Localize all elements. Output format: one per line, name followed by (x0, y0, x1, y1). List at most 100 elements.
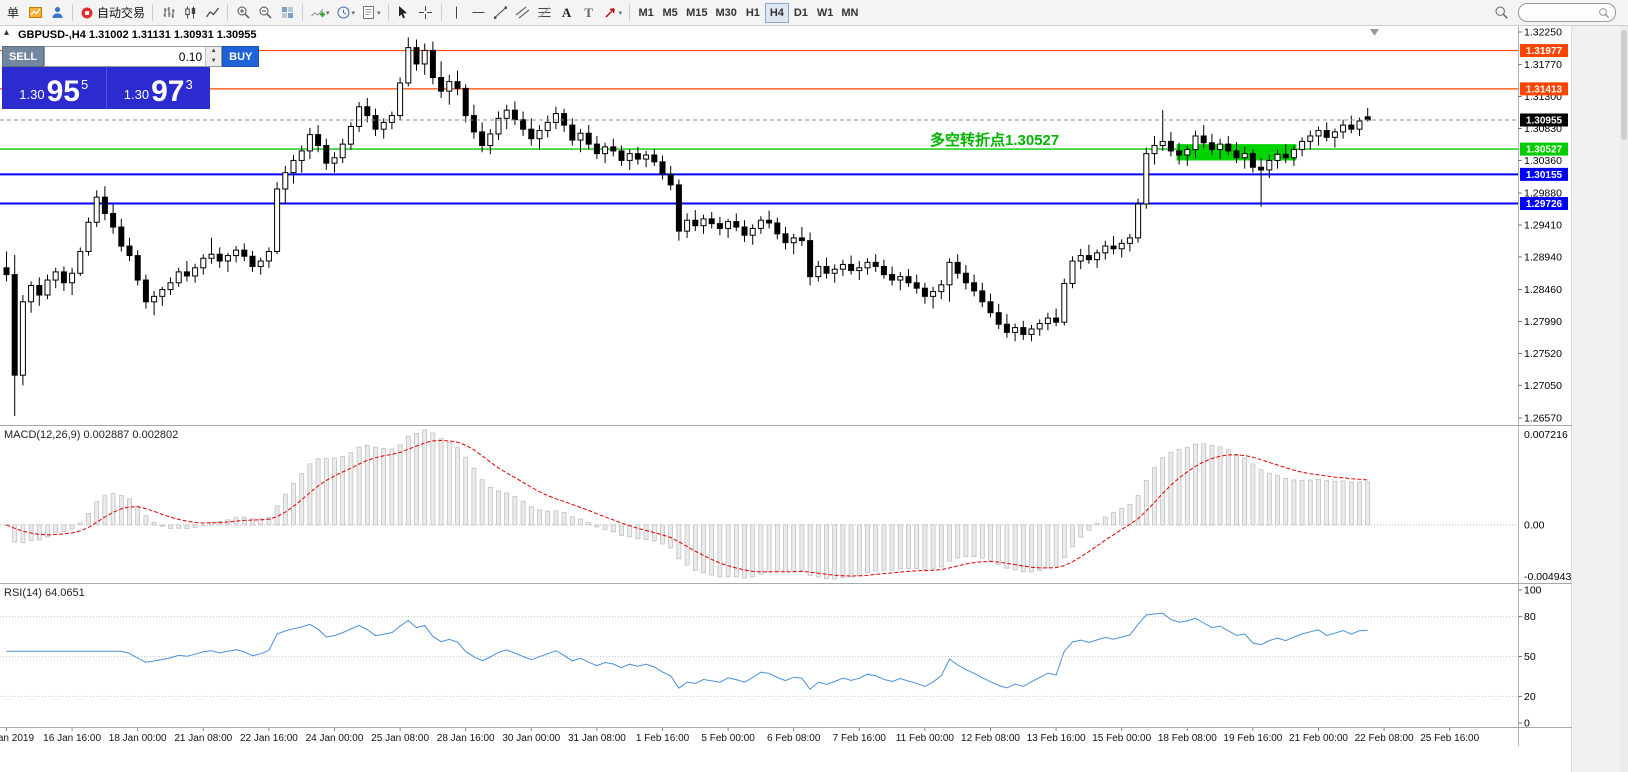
sell-button[interactable]: SELL (2, 46, 45, 67)
search-pill (1518, 3, 1616, 22)
crosshair-button[interactable] (415, 2, 437, 24)
svg-text:MACD(12,26,9) 0.002887 0.00280: MACD(12,26,9) 0.002887 0.002802 (4, 429, 178, 441)
one-click-prices: 1.30 95 5 1.30 97 3 (2, 67, 210, 109)
line-chart-mode-button[interactable] (201, 2, 223, 24)
fibonacci-tool-button[interactable] (534, 2, 556, 24)
autotrading-button[interactable]: 自动交易 (77, 2, 148, 24)
line-chart-icon (205, 7, 219, 18)
buy-price[interactable]: 1.30 97 3 (107, 67, 211, 109)
price-axis[interactable]: 1.322501.317701.313001.308301.303601.298… (1518, 27, 1568, 425)
periods-button[interactable]: ▾ (333, 2, 359, 24)
macd-panel[interactable]: 0.007216 0.00 -0.004943 (0, 429, 1571, 583)
volume-increase-button[interactable]: ▲ (206, 47, 222, 57)
new-order-button[interactable]: 单 (2, 2, 24, 24)
search-icon (1599, 7, 1609, 18)
label-tool-label: T (584, 4, 593, 20)
buy-button[interactable]: BUY (222, 46, 260, 67)
zoom-in-button[interactable] (232, 2, 254, 24)
svg-text:1.30360: 1.30360 (1524, 155, 1562, 167)
rsi-panel[interactable]: 100 80 50 20 0 (0, 585, 1542, 730)
search-button[interactable] (1490, 2, 1512, 24)
svg-text:22 Jan 16:00: 22 Jan 16:00 (240, 733, 298, 744)
tile-windows-button[interactable] (276, 2, 298, 24)
arrows-tool-button[interactable]: ▾ (600, 2, 626, 24)
toolbar-separator (440, 4, 442, 21)
svg-text:1.30527: 1.30527 (1526, 145, 1563, 156)
arrow-tool-icon (605, 8, 615, 18)
bar-chart-mode-button[interactable] (157, 2, 179, 24)
price-badge-1.30155 (1520, 167, 1568, 181)
candlestick-mode-button[interactable] (179, 2, 201, 24)
indicators-plus-icon (311, 9, 326, 17)
indicators-button[interactable]: ▾ (307, 2, 333, 24)
profiles-button[interactable] (46, 2, 68, 24)
sell-price-whole: 1.30 (19, 87, 45, 102)
timeframe-h1-button[interactable]: H1 (741, 3, 765, 23)
pivot-annotation-text: 多空转折点1.30527 (930, 131, 1059, 149)
trendline-tool-button[interactable] (490, 2, 512, 24)
chart-area: 多空转折点1.30527 1.32250 1.31770 1.31300 1.30830… (0, 26, 1628, 772)
chart-canvas[interactable]: 多空转折点1.30527 1.322501.317701.313001.30830… (0, 26, 1628, 772)
channel-tool-button[interactable] (512, 2, 534, 24)
toolbar-separator (302, 4, 304, 21)
sell-price-point: 5 (80, 77, 89, 92)
svg-text:1.31770: 1.31770 (1524, 59, 1562, 71)
svg-text:12 Feb 08:00: 12 Feb 08:00 (961, 733, 1020, 744)
chart-background (0, 26, 1628, 772)
new-chart-button[interactable] (24, 2, 46, 24)
template-icon (363, 6, 375, 19)
toolbar-separator (152, 4, 154, 21)
svg-text:21 Feb 00:00: 21 Feb 00:00 (1289, 733, 1348, 744)
timeframe-mn-button[interactable]: MN (837, 3, 862, 23)
svg-text:1.26570: 1.26570 (1524, 413, 1562, 425)
dropdown-caret-icon: ▾ (618, 9, 623, 17)
toolbar-separator (387, 4, 389, 21)
time-axis[interactable]: 15 Jan 2019 16 Jan 16:00 18 Jan 00:00 21 Ja… (0, 728, 1480, 744)
price-badge-1.30527 (1520, 142, 1568, 156)
timeframe-h4-button[interactable]: H4 (764, 2, 789, 23)
zoom-out-button[interactable] (254, 2, 276, 24)
clock-icon (337, 6, 350, 19)
one-click-collapse-button[interactable]: ▴ (4, 27, 10, 38)
candlestick-icon (184, 6, 195, 19)
svg-text:0.00: 0.00 (1524, 519, 1545, 531)
svg-text:1.27050: 1.27050 (1524, 380, 1562, 392)
timeframe-m5-button[interactable]: M5 (658, 3, 682, 23)
vertical-scrollbar[interactable] (1620, 26, 1628, 772)
timeframe-d1-button[interactable]: D1 (789, 3, 813, 23)
timeframe-w1-button[interactable]: W1 (813, 3, 838, 23)
svg-text:25 Feb 16:00: 25 Feb 16:00 (1420, 733, 1479, 744)
timeframe-m15-button[interactable]: M15 (682, 3, 711, 23)
svg-text:21 Jan 08:00: 21 Jan 08:00 (174, 733, 232, 744)
dropdown-caret-icon: ▾ (351, 9, 356, 17)
volume-group: ▲ ▼ (44, 46, 223, 67)
svg-text:RSI(14) 64.0651: RSI(14) 64.0651 (4, 587, 85, 599)
text-tool-label: A (561, 4, 572, 20)
symbol-ohlc-label: GBPUSD-,H4 1.31002 1.31131 1.30931 1.309… (18, 29, 257, 41)
svg-text:80: 80 (1524, 611, 1536, 623)
horizontal-line-tool-button[interactable] (468, 2, 490, 24)
autotrading-label: 自动交易 (97, 6, 146, 20)
macd-title: MACD(12,26,9) 0.002887 0.002802 (4, 429, 178, 441)
label-tool-button[interactable]: T (578, 2, 600, 24)
vertical-line-tool-button[interactable] (446, 2, 468, 24)
chart-window-icon (28, 7, 42, 18)
cursor-icon (399, 6, 408, 19)
volume-input[interactable] (45, 47, 206, 66)
price-badge-1.29726 (1520, 197, 1568, 211)
cursor-button[interactable] (393, 2, 415, 24)
profile-icon (52, 6, 62, 18)
svg-text:1.28460: 1.28460 (1524, 284, 1562, 296)
svg-text:100: 100 (1524, 585, 1542, 597)
sell-price[interactable]: 1.30 95 5 (2, 67, 107, 109)
timeframe-m30-button[interactable]: M30 (711, 3, 740, 23)
search-input[interactable] (1524, 5, 1598, 20)
svg-text:18 Feb 08:00: 18 Feb 08:00 (1158, 733, 1217, 744)
candles[interactable] (3, 37, 1371, 416)
volume-decrease-button[interactable]: ▼ (206, 56, 222, 66)
timeframe-m1-button[interactable]: M1 (634, 3, 658, 23)
templates-button[interactable]: ▾ (358, 2, 384, 24)
text-tool-button[interactable]: A (556, 2, 578, 24)
autotrading-icon (81, 7, 93, 18)
